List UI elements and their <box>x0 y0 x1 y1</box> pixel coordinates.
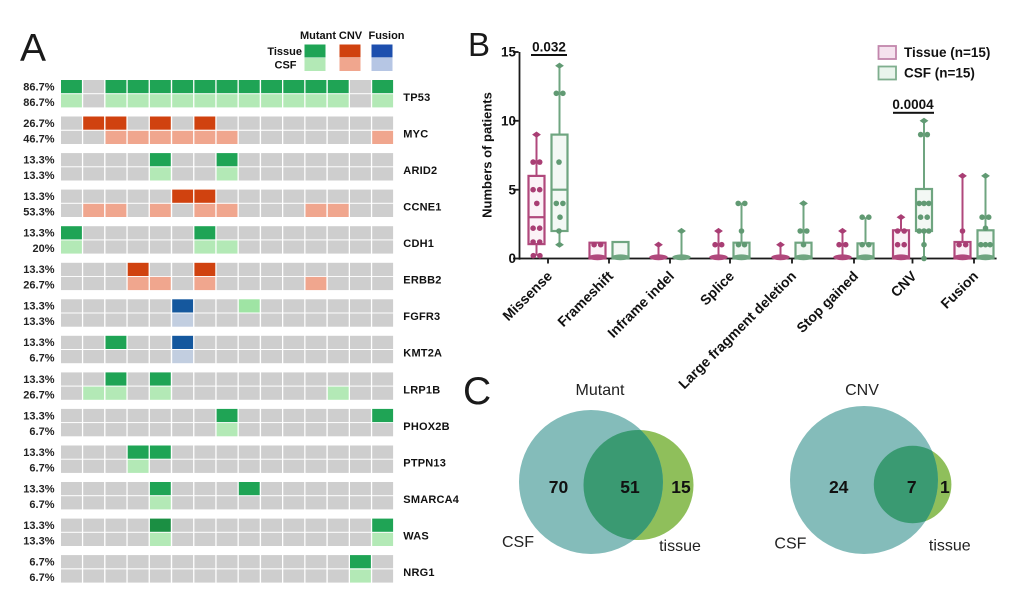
svg-text:6.7%: 6.7% <box>29 426 54 438</box>
svg-text:13.3%: 13.3% <box>23 264 54 276</box>
svg-text:13.3%: 13.3% <box>23 301 54 313</box>
svg-text:6.7%: 6.7% <box>29 557 54 569</box>
svg-text:Tissue: Tissue <box>267 46 302 58</box>
svg-text:CDH1: CDH1 <box>403 238 434 250</box>
svg-text:PTPN13: PTPN13 <box>403 457 446 469</box>
svg-text:C: C <box>463 370 491 413</box>
svg-text:1: 1 <box>940 477 950 497</box>
svg-text:NRG1: NRG1 <box>403 567 434 579</box>
svg-text:51: 51 <box>620 477 640 497</box>
svg-text:26.7%: 26.7% <box>23 118 54 130</box>
svg-text:13.3%: 13.3% <box>23 191 54 203</box>
svg-text:B: B <box>468 26 490 63</box>
svg-text:13.3%: 13.3% <box>23 536 54 548</box>
svg-text:13.3%: 13.3% <box>23 374 54 386</box>
svg-text:7: 7 <box>907 477 917 497</box>
svg-text:SMARCA4: SMARCA4 <box>403 494 459 506</box>
svg-text:0: 0 <box>508 251 516 266</box>
svg-text:20%: 20% <box>32 243 54 255</box>
svg-text:6.7%: 6.7% <box>29 353 54 365</box>
svg-text:13.3%: 13.3% <box>23 316 54 328</box>
svg-text:86.7%: 86.7% <box>23 81 54 93</box>
svg-text:13.3%: 13.3% <box>23 410 54 422</box>
svg-text:13.3%: 13.3% <box>23 447 54 459</box>
svg-text:13.3%: 13.3% <box>23 337 54 349</box>
svg-text:TP53: TP53 <box>403 92 430 104</box>
svg-text:Fusion: Fusion <box>368 30 404 42</box>
svg-text:0.0004: 0.0004 <box>892 97 934 112</box>
svg-text:KMT2A: KMT2A <box>403 348 442 360</box>
svg-text:15: 15 <box>671 477 691 497</box>
svg-text:13.3%: 13.3% <box>23 228 54 240</box>
svg-text:Mutant: Mutant <box>576 382 625 399</box>
svg-text:6.7%: 6.7% <box>29 462 54 474</box>
svg-text:WAS: WAS <box>403 531 429 543</box>
svg-text:10: 10 <box>501 114 516 129</box>
svg-text:CSF (n=15): CSF (n=15) <box>904 66 975 81</box>
svg-text:46.7%: 46.7% <box>23 133 54 145</box>
svg-text:CSF: CSF <box>275 60 297 72</box>
svg-text:Numbers of patients: Numbers of patients <box>480 92 495 218</box>
svg-text:FGFR3: FGFR3 <box>403 311 440 323</box>
svg-text:CNV: CNV <box>339 30 363 42</box>
svg-text:CNV: CNV <box>845 382 879 399</box>
svg-text:ARID2: ARID2 <box>403 165 437 177</box>
svg-text:5: 5 <box>508 182 516 197</box>
svg-text:0.032: 0.032 <box>532 40 566 55</box>
svg-text:A: A <box>20 27 46 70</box>
svg-text:tissue: tissue <box>659 538 701 555</box>
svg-text:26.7%: 26.7% <box>23 389 54 401</box>
svg-text:86.7%: 86.7% <box>23 97 54 109</box>
svg-text:Mutant: Mutant <box>300 30 336 42</box>
svg-text:70: 70 <box>549 477 569 497</box>
svg-text:tissue: tissue <box>929 538 971 555</box>
svg-text:PHOX2B: PHOX2B <box>403 421 449 433</box>
svg-text:53.3%: 53.3% <box>23 207 54 219</box>
svg-text:15: 15 <box>501 45 517 60</box>
svg-text:13.3%: 13.3% <box>23 170 54 182</box>
svg-text:13.3%: 13.3% <box>23 483 54 495</box>
svg-text:26.7%: 26.7% <box>23 280 54 292</box>
svg-text:ERBB2: ERBB2 <box>403 275 441 287</box>
svg-text:13.3%: 13.3% <box>23 155 54 167</box>
svg-text:MYC: MYC <box>403 128 428 140</box>
svg-text:13.3%: 13.3% <box>23 520 54 532</box>
svg-text:CSF: CSF <box>502 534 534 551</box>
svg-text:24: 24 <box>829 477 849 497</box>
svg-text:CCNE1: CCNE1 <box>403 202 441 214</box>
svg-text:LRP1B: LRP1B <box>403 384 440 396</box>
svg-text:6.7%: 6.7% <box>29 499 54 511</box>
svg-text:CSF: CSF <box>774 536 806 553</box>
svg-text:Tissue (n=15): Tissue (n=15) <box>904 45 990 60</box>
svg-text:6.7%: 6.7% <box>29 572 54 584</box>
